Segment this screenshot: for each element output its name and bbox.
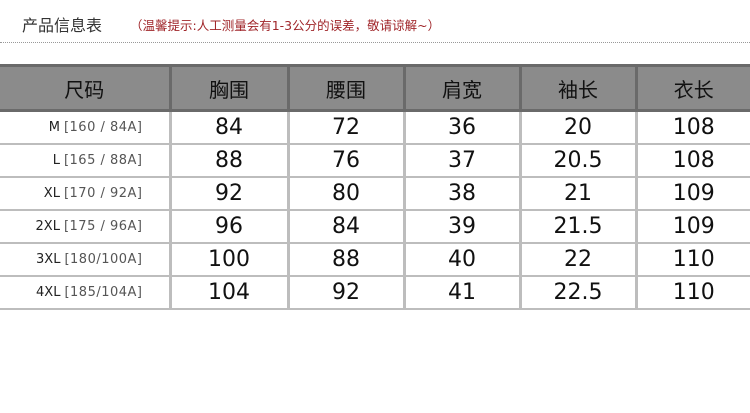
measurement-cell: 20.5 bbox=[518, 144, 638, 178]
measurement-cell: 109 bbox=[634, 210, 750, 244]
measurement-cell: 109 bbox=[634, 177, 750, 211]
measurement-cell: 39 bbox=[402, 210, 522, 244]
divider bbox=[0, 42, 750, 43]
measurement-cell: 100 bbox=[168, 243, 290, 277]
measurement-cell: 84 bbox=[286, 210, 406, 244]
measurement-cell: 104 bbox=[168, 276, 290, 310]
size-spec: [180/100A] bbox=[64, 252, 143, 267]
size-label: XL bbox=[43, 186, 60, 201]
measurement-cell: 22 bbox=[518, 243, 638, 277]
measurement-cell: 21 bbox=[518, 177, 638, 211]
measurement-cell: 38 bbox=[402, 177, 522, 211]
size-label: M bbox=[48, 120, 60, 135]
column-header: 肩宽 bbox=[402, 64, 522, 112]
measurement-cell: 41 bbox=[402, 276, 522, 310]
size-table: 尺码 胸围 腰围 肩宽 袖长 衣长 M [160 / 84A] 84 72 36 20 108 L [16… bbox=[0, 64, 750, 310]
table-row: 3XL [180/100A] 100 88 40 22 110 bbox=[0, 243, 750, 277]
size-spec: [185/104A] bbox=[64, 285, 143, 300]
measurement-cell: 20 bbox=[518, 110, 638, 145]
measurement-cell: 110 bbox=[634, 276, 750, 310]
size-label: 2XL bbox=[35, 219, 60, 234]
measurement-cell: 88 bbox=[286, 243, 406, 277]
measurement-cell: 88 bbox=[168, 144, 290, 178]
measurement-cell: 22.5 bbox=[518, 276, 638, 310]
measurement-cell: 80 bbox=[286, 177, 406, 211]
table-row: 4XL [185/104A] 104 92 41 22.5 110 bbox=[0, 276, 750, 310]
size-label: 4XL bbox=[36, 285, 61, 300]
header-row: 尺码 胸围 腰围 肩宽 袖长 衣长 bbox=[0, 64, 750, 112]
measurement-cell: 92 bbox=[286, 276, 406, 310]
column-header: 胸围 bbox=[168, 64, 290, 112]
table-row: 2XL [175 / 96A] 96 84 39 21.5 109 bbox=[0, 210, 750, 244]
measurement-cell: 96 bbox=[168, 210, 290, 244]
column-header: 衣长 bbox=[634, 64, 750, 112]
size-cell: 4XL [185/104A] bbox=[0, 276, 172, 310]
measurement-cell: 108 bbox=[634, 110, 750, 145]
size-cell: 2XL [175 / 96A] bbox=[0, 210, 172, 244]
measurement-cell: 84 bbox=[168, 110, 290, 145]
size-spec: [175 / 96A] bbox=[63, 219, 143, 234]
measurement-cell: 21.5 bbox=[518, 210, 638, 244]
measurement-cell: 36 bbox=[402, 110, 522, 145]
measurement-cell: 108 bbox=[634, 144, 750, 178]
size-spec: [160 / 84A] bbox=[63, 120, 143, 135]
measurement-cell: 37 bbox=[402, 144, 522, 178]
measurement-cell: 110 bbox=[634, 243, 750, 277]
measurement-cell: 76 bbox=[286, 144, 406, 178]
size-spec: [170 / 92A] bbox=[63, 186, 143, 201]
size-cell: M [160 / 84A] bbox=[0, 110, 172, 145]
size-cell: L [165 / 88A] bbox=[0, 144, 172, 178]
measurement-cell: 72 bbox=[286, 110, 406, 145]
size-label: 3XL bbox=[36, 252, 61, 267]
size-cell: 3XL [180/100A] bbox=[0, 243, 172, 277]
table-row: XL [170 / 92A] 92 80 38 21 109 bbox=[0, 177, 750, 211]
column-header: 袖长 bbox=[518, 64, 638, 112]
measurement-note: （温馨提示:人工测量会有1-3公分的误差，敬请谅解~） bbox=[130, 18, 441, 33]
size-cell: XL [170 / 92A] bbox=[0, 177, 172, 211]
page-title: 产品信息表 bbox=[22, 16, 103, 35]
size-spec: [165 / 88A] bbox=[63, 153, 143, 168]
size-label: L bbox=[52, 153, 60, 168]
column-header: 尺码 bbox=[0, 64, 172, 112]
column-header: 腰围 bbox=[286, 64, 406, 112]
measurement-cell: 92 bbox=[168, 177, 290, 211]
measurement-cell: 40 bbox=[402, 243, 522, 277]
table-row: M [160 / 84A] 84 72 36 20 108 bbox=[0, 110, 750, 145]
table-row: L [165 / 88A] 88 76 37 20.5 108 bbox=[0, 144, 750, 178]
